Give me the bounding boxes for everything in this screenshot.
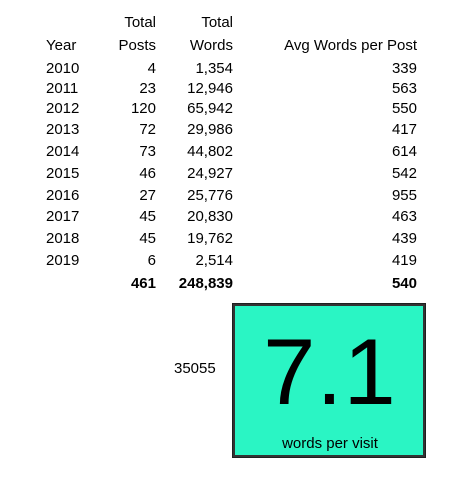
year-cell: 2012 — [46, 100, 80, 117]
avg-cell: 463 — [391, 208, 417, 225]
year-cell: 2016 — [46, 187, 80, 204]
avg-cell: 955 — [391, 187, 417, 204]
words-cell: 1,354 — [195, 60, 233, 77]
avg-words-per-post-header: Avg Words per Post — [284, 37, 417, 54]
year-cell: 2015 — [46, 165, 80, 182]
posts-cell: 120 — [130, 100, 156, 117]
words-per-visit-kpi-box: 7.1 words per visit — [232, 303, 426, 458]
avg-cell: 542 — [391, 165, 417, 182]
words-cell: 2,514 — [195, 252, 233, 269]
year-header: Year — [46, 37, 77, 54]
words-cell: 25,776 — [187, 187, 233, 204]
year-cell: 2017 — [46, 208, 80, 225]
year-cell: 2011 — [46, 80, 79, 97]
visits-value: 35055 — [174, 360, 216, 377]
avg-cell: 563 — [391, 80, 417, 97]
posts-header-bottom: Posts — [118, 37, 156, 54]
words-per-visit-label: words per visit — [282, 435, 378, 452]
posts-cell: 27 — [139, 187, 156, 204]
avg-cell: 417 — [391, 121, 417, 138]
year-cell: 2013 — [46, 121, 80, 138]
total-posts-cell: 461 — [130, 275, 156, 292]
words-cell: 20,830 — [187, 208, 233, 225]
words-cell: 19,762 — [187, 230, 233, 247]
words-cell: 29,986 — [187, 121, 233, 138]
posts-cell: 45 — [139, 208, 156, 225]
year-cell: 2010 — [46, 60, 80, 77]
avg-cell: 550 — [391, 100, 417, 117]
posts-cell: 6 — [147, 252, 156, 269]
words-cell: 24,927 — [187, 165, 233, 182]
total-words-cell: 248,839 — [178, 275, 233, 292]
total-avg-cell: 540 — [391, 275, 417, 292]
words-per-visit-value: 7.1 — [263, 319, 397, 424]
year-cell: 2018 — [46, 230, 80, 247]
avg-cell: 419 — [391, 252, 417, 269]
posts-cell: 73 — [139, 143, 156, 160]
avg-cell: 339 — [391, 60, 417, 77]
words-header-bottom: Words — [189, 37, 233, 54]
words-cell: 44,802 — [187, 143, 233, 160]
posts-header-top: Total — [124, 14, 156, 31]
posts-cell: 45 — [139, 230, 156, 247]
posts-cell: 23 — [139, 80, 156, 97]
words-header-top: Total — [201, 14, 233, 31]
avg-cell: 439 — [391, 230, 417, 247]
year-cell: 2019 — [46, 252, 80, 269]
words-cell: 12,946 — [187, 80, 233, 97]
words-cell: 65,942 — [187, 100, 233, 117]
posts-cell: 4 — [147, 60, 156, 77]
avg-cell: 614 — [391, 143, 417, 160]
posts-cell: 72 — [139, 121, 156, 138]
year-cell: 2014 — [46, 143, 80, 160]
posts-cell: 46 — [139, 165, 156, 182]
